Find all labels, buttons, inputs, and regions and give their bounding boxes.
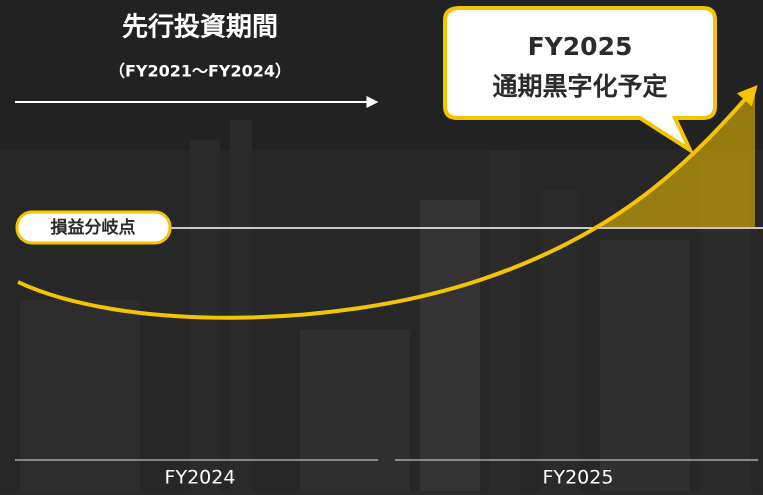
- timeline-label: FY2025: [543, 467, 614, 489]
- title: 先行投資期間: [122, 12, 278, 43]
- break-even-label: 損益分岐点: [51, 217, 136, 238]
- timeline-label: FY2024: [165, 467, 236, 489]
- page: 先行投資期間 （FY2021〜FY2024） FY2025 通期黒字化予定 損益…: [0, 0, 763, 491]
- callout-line: FY2025: [528, 32, 633, 61]
- diagram: 先行投資期間 （FY2021〜FY2024） FY2025 通期黒字化予定 損益…: [0, 0, 763, 491]
- callout-line: 通期黒字化予定: [492, 72, 667, 101]
- period: （FY2021〜FY2024）: [109, 62, 291, 81]
